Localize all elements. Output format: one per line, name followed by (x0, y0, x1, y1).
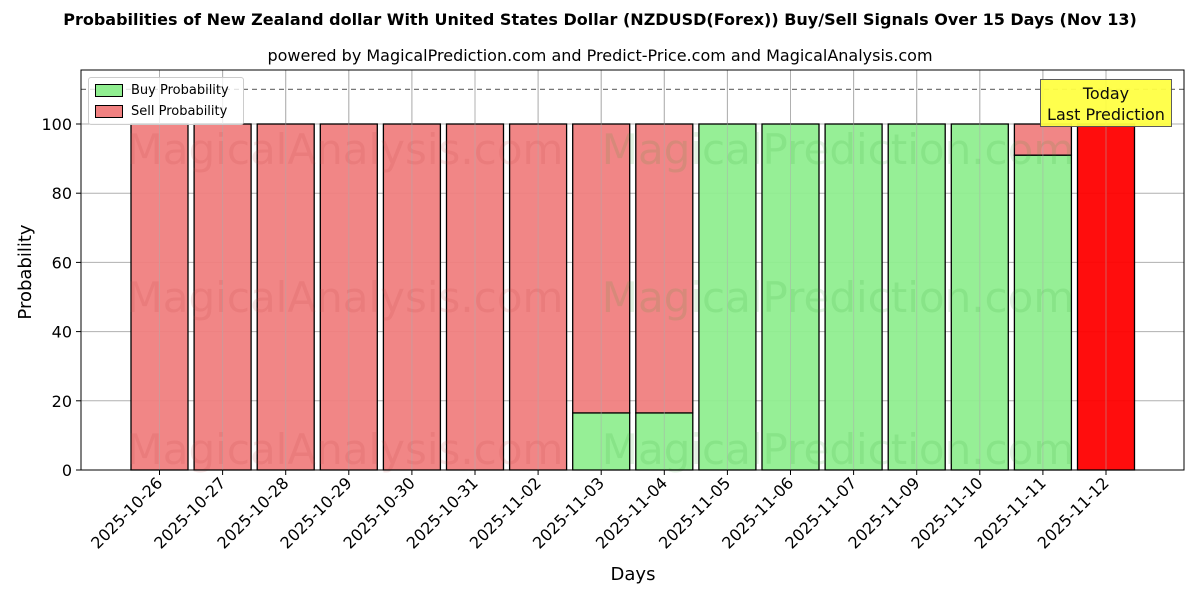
watermark: MagicalAnalysis.com (127, 425, 564, 474)
legend: Buy Probability Sell Probability (88, 77, 244, 125)
watermark: MagicalPrediction.com (602, 125, 1075, 174)
y-tick-label: 0 (62, 461, 72, 480)
y-tick-label: 40 (52, 323, 72, 342)
chart-subtitle: powered by MagicalPrediction.com and Pre… (267, 46, 933, 65)
legend-sell-label: Sell Probability (131, 104, 228, 119)
sell-swatch-icon (95, 105, 123, 118)
y-tick-label: 80 (52, 184, 72, 203)
today-annotation: Today Last Prediction (1040, 79, 1172, 127)
watermark: MagicalAnalysis.com (127, 125, 564, 174)
buy-swatch-icon (95, 84, 123, 97)
y-axis-label: Probability (15, 224, 36, 319)
y-tick-label: 100 (41, 115, 72, 134)
chart-title: Probabilities of New Zealand dollar With… (63, 10, 1137, 29)
x-axis-label: Days (611, 564, 656, 585)
annotation-line-2: Last Prediction (1047, 105, 1165, 124)
annotation-line-1: Today (1082, 84, 1130, 103)
plot-frame (80, 69, 1185, 471)
legend-item-sell: Sell Probability (95, 104, 227, 119)
watermark: MagicalAnalysis.com (127, 273, 564, 322)
legend-item-buy: Buy Probability (95, 83, 229, 98)
y-tick-label: 20 (52, 392, 72, 411)
watermark: MagicalPrediction.com (602, 273, 1075, 322)
y-tick-label: 60 (52, 253, 72, 272)
watermark: MagicalPrediction.com (602, 425, 1075, 474)
legend-buy-label: Buy Probability (131, 83, 229, 98)
